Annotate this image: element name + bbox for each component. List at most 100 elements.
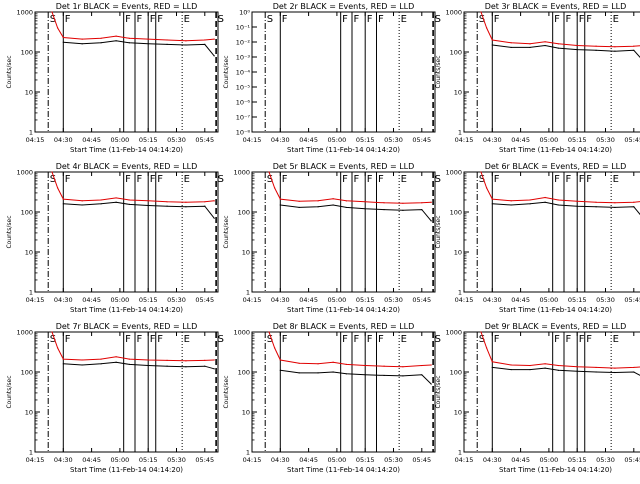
marker-label: F [586, 174, 592, 185]
y-tick-label: 1 [246, 449, 250, 457]
plot-frame [34, 11, 219, 133]
lld-data-point [128, 199, 130, 201]
x-tick-label: 04:45 [299, 136, 318, 144]
x-tick-label: 04:15 [243, 136, 262, 144]
x-axis-label: Start Time (11-Feb-14 04:14:20) [287, 146, 400, 154]
events-series-line [63, 40, 215, 57]
events-data-point [364, 374, 366, 376]
events-data-point [185, 366, 187, 368]
x-tick-label: 05:30 [384, 296, 403, 304]
lld-data-point [57, 187, 59, 189]
events-data-point [557, 47, 559, 49]
events-data-point [279, 204, 281, 206]
y-tick-label: 100 [21, 369, 33, 377]
y-tick-label: 10 [25, 89, 33, 97]
lld-series-line [51, 171, 215, 203]
detector-panel: Det 4r BLACK = Events, RED = LLD Counts/s… [6, 162, 224, 314]
y-axis-label: Counts/sec [223, 375, 230, 408]
marker-label: F [554, 14, 560, 25]
marker-label: F [579, 334, 585, 345]
events-data-point [510, 204, 512, 206]
marker-label: F [136, 334, 142, 345]
y-tick-label: 100 [21, 209, 33, 217]
events-data-point [491, 203, 493, 205]
y-tick-label: 10 [242, 249, 250, 257]
x-tick-label: 04:45 [511, 456, 530, 464]
x-tick-label: 04:45 [511, 136, 530, 144]
lld-data-point [62, 198, 64, 200]
marker-label: S [218, 334, 224, 345]
x-tick-label: 04:15 [26, 456, 45, 464]
x-tick-label: 05:15 [139, 456, 158, 464]
x-tick-label: 05:30 [596, 456, 615, 464]
events-data-point [317, 206, 319, 208]
y-axis-label: Counts/sec [6, 375, 13, 408]
events-data-point [204, 205, 206, 207]
lld-data-point [185, 360, 187, 362]
x-tick-label: 04:45 [299, 296, 318, 304]
x-tick-label: 05:30 [596, 296, 615, 304]
events-data-point [115, 40, 117, 42]
y-tick-label: 10⁻³ [236, 54, 251, 62]
x-tick-label: 05:00 [540, 456, 559, 464]
events-data-point [633, 206, 635, 208]
y-axis-label: Counts/sec [223, 215, 230, 248]
x-tick-label: 05:30 [384, 136, 403, 144]
lld-data-point [614, 367, 616, 369]
lld-data-point [115, 197, 117, 199]
events-data-point [529, 368, 531, 371]
lld-data-point [614, 46, 616, 48]
lld-data-point [166, 39, 168, 41]
x-axis-label: Start Time (11-Feb-14 04:14:20) [287, 466, 400, 474]
x-tick-label: 04:15 [455, 456, 474, 464]
y-tick-label: 10⁰ [239, 9, 250, 17]
events-data-point [185, 206, 187, 208]
y-axis-label: Counts/sec [435, 55, 442, 88]
lld-data-point [298, 200, 300, 202]
marker-label: F [342, 334, 348, 345]
marker-label: F [136, 14, 142, 25]
events-series-line [63, 201, 215, 219]
events-data-point [147, 364, 149, 367]
x-tick-label: 04:30 [271, 456, 290, 464]
lld-data-point [544, 41, 546, 43]
marker-label: F [367, 14, 373, 25]
events-data-point [279, 369, 281, 371]
events-data-point [576, 205, 578, 207]
x-tick-label: 04:45 [299, 456, 318, 464]
x-tick-label: 05:45 [195, 296, 214, 304]
lld-data-point [421, 202, 423, 204]
events-data-point [166, 43, 168, 45]
panel-title: Det 5r BLACK = Events, RED = LLD [273, 162, 415, 171]
marker-label: S [50, 174, 56, 185]
lld-data-point [383, 202, 385, 204]
lld-data-point [81, 359, 83, 361]
lld-data-point [166, 201, 168, 203]
lld-series-line [268, 171, 432, 204]
lld-data-point [486, 187, 488, 189]
lld-data-point [557, 364, 559, 367]
lld-data-point [480, 171, 482, 173]
x-tick-label: 04:30 [483, 296, 502, 304]
marker-label: F [282, 174, 288, 185]
marker-label: S [435, 334, 441, 345]
x-tick-label: 05:45 [624, 136, 640, 144]
lld-data-point [100, 199, 102, 201]
marker-label: F [367, 174, 373, 185]
plot-frame [34, 331, 219, 453]
events-data-point [81, 204, 83, 206]
x-tick-label: 05:30 [167, 296, 186, 304]
marker-label: F [157, 334, 163, 345]
marker-label: S [479, 334, 485, 345]
x-tick-label: 05:15 [568, 296, 587, 304]
lld-data-point [576, 366, 578, 368]
y-tick-label: 10 [454, 249, 462, 257]
y-tick-label: 1 [458, 449, 462, 457]
events-data-point [544, 367, 546, 369]
marker-label: F [150, 174, 156, 185]
events-series-line [63, 361, 215, 370]
events-data-point [421, 374, 423, 376]
marker-label: F [579, 174, 585, 185]
x-tick-label: 05:45 [624, 456, 640, 464]
marker-label: E [184, 14, 190, 25]
